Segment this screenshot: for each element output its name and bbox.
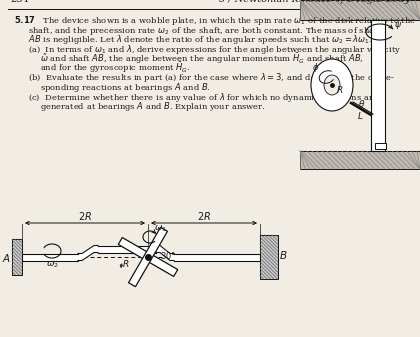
Text: $\theta$: $\theta$ xyxy=(358,98,365,109)
Text: generated at bearings $A$ and $B$. Explain your answer.: generated at bearings $A$ and $B$. Expla… xyxy=(40,100,266,113)
Text: $\omega_1$: $\omega_1$ xyxy=(154,224,167,235)
Text: and for the gyroscopic moment $\dot{\bar{H}}_G$.: and for the gyroscopic moment $\dot{\bar… xyxy=(40,57,191,75)
Text: 234: 234 xyxy=(10,0,29,4)
Text: $\dot\psi$: $\dot\psi$ xyxy=(394,18,402,32)
Ellipse shape xyxy=(324,75,340,95)
Text: $B$: $B$ xyxy=(279,249,287,261)
Text: (a)  In terms of $\omega_1$ and $\lambda$, derive expressions for the angle betw: (a) In terms of $\omega_1$ and $\lambda$… xyxy=(28,43,402,56)
Polygon shape xyxy=(375,143,386,149)
Polygon shape xyxy=(371,20,385,151)
Text: $L$: $L$ xyxy=(357,110,363,121)
Text: $R$: $R$ xyxy=(122,258,130,269)
Text: $2R$: $2R$ xyxy=(78,210,92,221)
Polygon shape xyxy=(118,238,178,276)
Ellipse shape xyxy=(311,59,353,111)
Text: $R$: $R$ xyxy=(336,84,344,95)
Text: sponding reactions at bearings $A$ and $B$.: sponding reactions at bearings $A$ and $… xyxy=(40,81,211,94)
Polygon shape xyxy=(78,245,98,261)
Text: $\tilde{\omega}$ and shaft $AB$, the angle between the angular momentum $\bar{H}: $\tilde{\omega}$ and shaft $AB$, the ang… xyxy=(40,51,364,65)
Polygon shape xyxy=(174,253,260,261)
Polygon shape xyxy=(22,253,78,261)
Polygon shape xyxy=(260,235,278,279)
Text: 5 / Newtonian Kinetics of a Rigid Body: 5 / Newtonian Kinetics of a Rigid Body xyxy=(219,0,410,4)
Text: $AB$ is negligible. Let $\lambda$ denote the ratio of the angular speeds such th: $AB$ is negligible. Let $\lambda$ denote… xyxy=(28,33,373,47)
Text: $A$: $A$ xyxy=(2,252,11,264)
Text: (b)  Evaluate the results in part (a) for the case where $\lambda = 3$, and dete: (b) Evaluate the results in part (a) for… xyxy=(28,71,394,85)
Polygon shape xyxy=(300,151,420,169)
Text: shaft, and the precession rate $\omega_2$ of the shaft, are both constant. The m: shaft, and the precession rate $\omega_2… xyxy=(28,25,382,37)
Text: (c)  Determine whether there is any value of $\lambda$ for which no dynamic reac: (c) Determine whether there is any value… xyxy=(28,91,378,103)
Polygon shape xyxy=(12,239,22,275)
Text: $2R$: $2R$ xyxy=(197,210,211,221)
Text: $30°$: $30°$ xyxy=(160,250,176,261)
Polygon shape xyxy=(300,0,420,20)
Polygon shape xyxy=(98,245,156,252)
Text: $\omega_2$: $\omega_2$ xyxy=(46,260,59,271)
Text: $\dot\phi$: $\dot\phi$ xyxy=(312,59,319,75)
Polygon shape xyxy=(129,227,168,287)
Polygon shape xyxy=(156,245,174,261)
Text: $\mathbf{5.17}$   The device shown is a wobble plate, in which the spin rate $\o: $\mathbf{5.17}$ The device shown is a wo… xyxy=(14,14,416,27)
